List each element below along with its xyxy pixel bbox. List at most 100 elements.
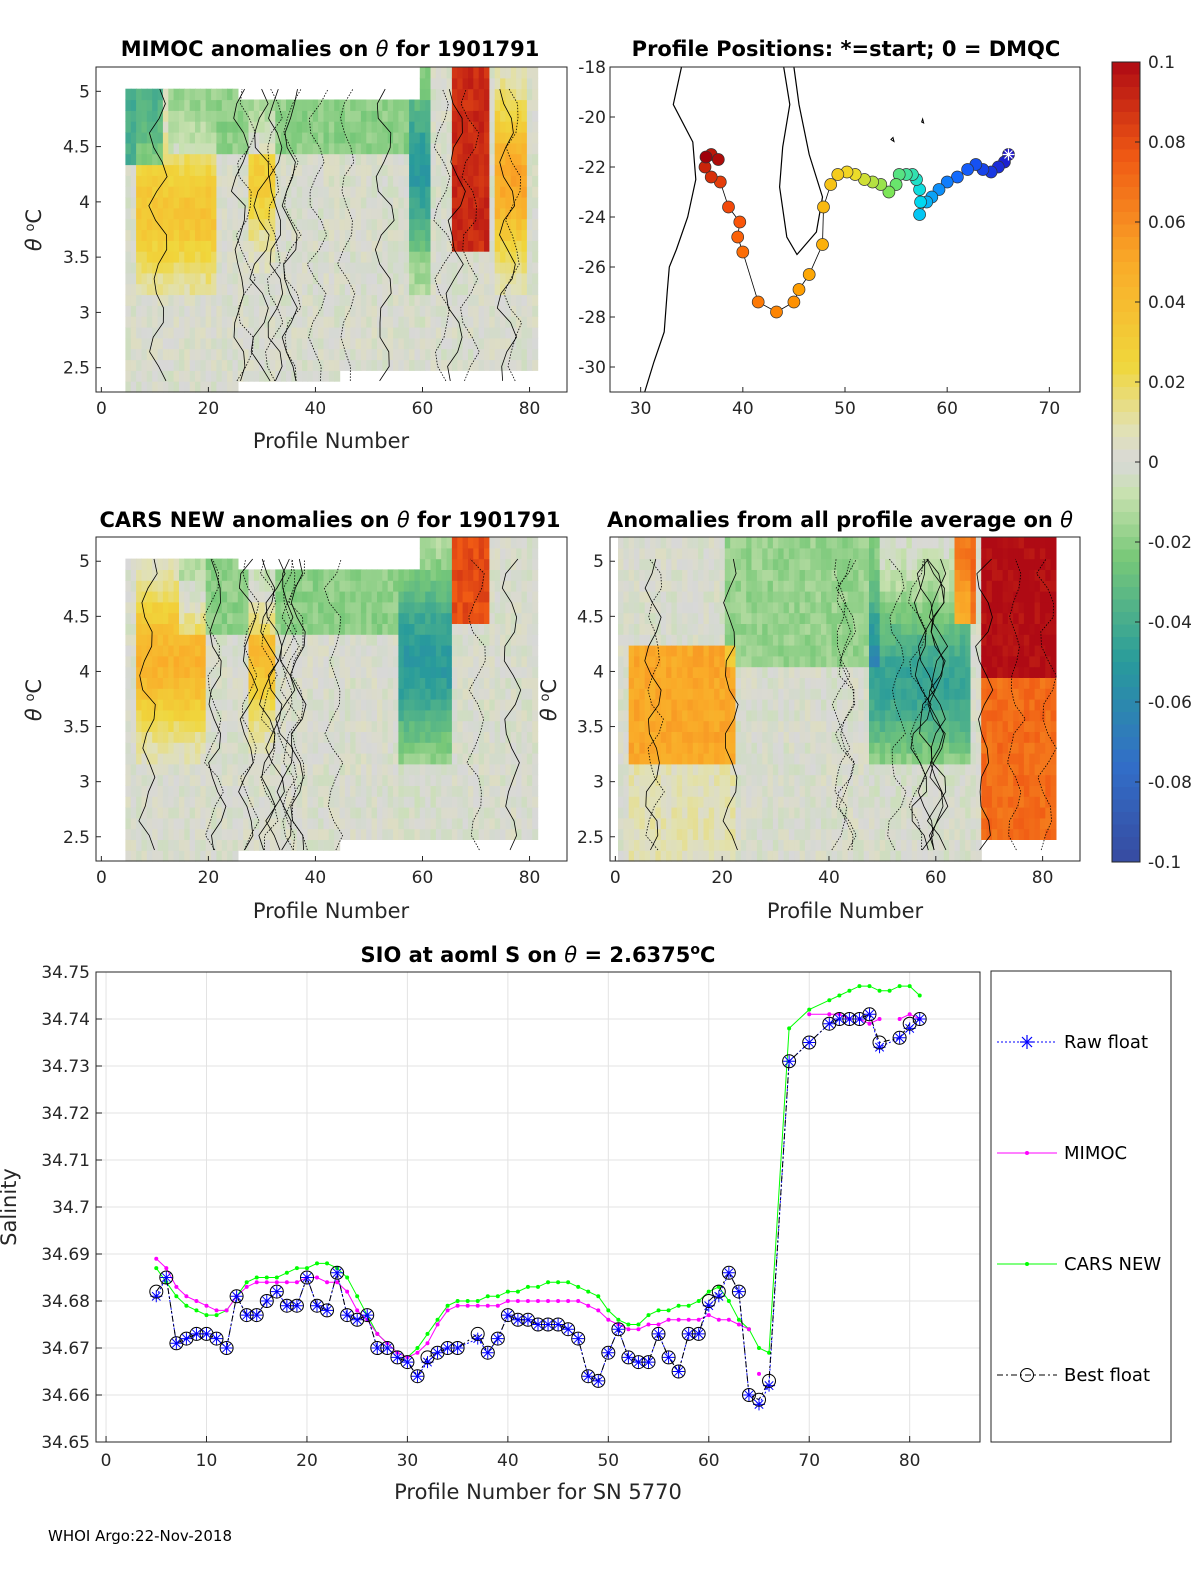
heat-cell (243, 240, 250, 252)
heat-cell (639, 601, 646, 614)
heat-cell (286, 370, 292, 382)
heat-cell (724, 601, 731, 614)
heat-cell (286, 164, 292, 176)
heat-cell (703, 709, 710, 722)
heat-cell (425, 316, 432, 328)
heat-cell (259, 623, 266, 635)
heat-cell (430, 547, 437, 560)
heat-cell (259, 645, 266, 657)
heat-cell (323, 634, 330, 646)
heat-cell (623, 699, 630, 711)
heat-cell (312, 99, 319, 111)
heat-cell (334, 229, 341, 241)
cars-y-ticks: 2.533.544.55 (63, 552, 101, 848)
heat-cell (259, 666, 266, 678)
heat-cell (719, 763, 726, 776)
heat-cell (232, 612, 239, 624)
heat-cell (703, 612, 710, 624)
heat-cell (302, 305, 309, 317)
heat-cell (473, 262, 480, 274)
heat-cell (312, 807, 319, 819)
heat-cell (650, 850, 656, 862)
heat-cell (221, 839, 228, 851)
y-tick-label: -20 (578, 108, 606, 128)
heat-cell (489, 655, 496, 668)
heat-cell (200, 316, 207, 328)
heat-cell (468, 601, 474, 614)
heat-cell (451, 699, 458, 711)
heat-cell (184, 839, 191, 851)
heat-cell (366, 175, 373, 187)
heat-cell (655, 785, 662, 797)
heat-cell (505, 121, 512, 133)
heat-cell (618, 655, 624, 668)
heat-cell (532, 731, 539, 743)
heat-cell (382, 807, 389, 819)
heat-cell (328, 666, 335, 678)
heat-cell (253, 623, 260, 635)
heat-cell (291, 240, 298, 252)
heat-cell (253, 359, 260, 371)
heat-cell (221, 218, 228, 231)
heat-cell (532, 763, 539, 776)
heat-cell (468, 348, 474, 361)
heat-cell (505, 77, 512, 90)
heat-cell (500, 88, 507, 101)
heat-cell (468, 110, 474, 122)
heat-cell (302, 197, 309, 209)
heat-cell (425, 142, 432, 155)
heat-cell (526, 634, 533, 646)
heat-cell (360, 294, 367, 306)
heat-cell (628, 580, 635, 592)
heat-cell (650, 774, 656, 786)
heat-cell (484, 731, 490, 743)
heat-cell (682, 666, 688, 678)
mimoc-panel-title: MIMOC anomalies on θ for 1901791 (121, 37, 540, 61)
heat-cell (468, 774, 474, 786)
heat-cell (184, 742, 191, 754)
heat-cell (457, 591, 464, 603)
heat-cell (650, 785, 656, 797)
x-tick-label: 0 (96, 399, 107, 419)
heat-cell (666, 753, 672, 765)
heat-cell (323, 327, 330, 339)
heat-cell (409, 569, 416, 581)
heat-cell (312, 121, 319, 133)
heat-cell (125, 370, 132, 382)
heat-cell (221, 807, 228, 819)
heat-cell (451, 359, 458, 371)
heat-cell (184, 164, 191, 176)
heat-cell (451, 731, 458, 743)
heat-cell (184, 262, 191, 274)
heat-cell (660, 709, 667, 722)
heat-cell (184, 655, 191, 668)
heat-cell (173, 828, 180, 840)
heat-cell (441, 99, 448, 111)
heat-cell (344, 742, 351, 754)
heat-cell (446, 348, 453, 361)
heat-cell (237, 229, 244, 241)
heat-cell (130, 262, 137, 274)
heat-cell (189, 348, 196, 361)
heat-cell (189, 327, 196, 339)
heat-cell (141, 634, 148, 646)
heat-cell (708, 558, 715, 570)
heat-cell (232, 218, 239, 231)
heat-cell (446, 153, 453, 166)
heat-cell (484, 537, 490, 549)
heat-cell (173, 229, 180, 241)
heat-cell (253, 305, 260, 317)
heat-cell (259, 785, 266, 797)
heat-cell (425, 580, 432, 592)
heat-cell (253, 240, 260, 252)
heat-cell (307, 601, 314, 614)
heat-cell (532, 207, 539, 220)
heat-cell (489, 763, 496, 776)
heat-cell (468, 197, 474, 209)
heat-cell (280, 359, 287, 371)
heat-cell (419, 283, 426, 296)
heat-cell (676, 774, 683, 786)
heat-cell (398, 99, 405, 111)
heat-cell (344, 785, 351, 797)
heat-cell (457, 153, 464, 166)
